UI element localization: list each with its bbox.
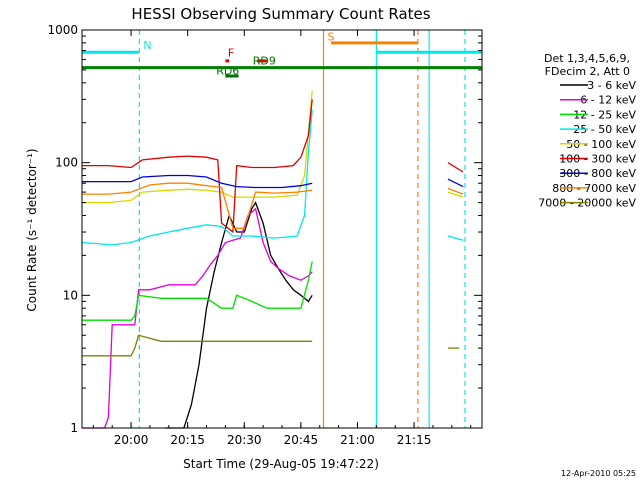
- legend-entry-5: 100 - 300 keV: [559, 153, 636, 166]
- y-tick-label-1: 10: [63, 288, 78, 302]
- x-tick-label-3: 20:45: [284, 433, 319, 447]
- legend-entry-2: 12 - 25 keV: [573, 108, 636, 121]
- axis-ticks: 20:00 20:15 20:30 20:45 21:00 21:15 1 10 100 1000: [47, 23, 482, 447]
- legend-entry-7: 800 - 7000 keV: [552, 182, 636, 195]
- x-axis-label: Start Time (29-Aug-05 19:47:22): [183, 457, 379, 471]
- series-line-7-1: [447, 187, 464, 195]
- legend-entry-3: 25 - 50 keV: [573, 123, 636, 136]
- x-tick-label-0: 20:00: [114, 433, 149, 447]
- legend-entry-1: 6 - 12 keV: [580, 94, 636, 107]
- legend: Det 1,3,4,5,6,9,FDecim 2, Att 03 - 6 keV…: [538, 52, 636, 210]
- y-tick-label-2: 100: [55, 156, 78, 170]
- series-line-6-0: [82, 174, 313, 189]
- series-line-0-0: [165, 201, 313, 429]
- series-line-3-0: [81, 109, 313, 246]
- annotation-label-1: F: [228, 46, 234, 59]
- y-tick-label-3: 1000: [47, 23, 78, 37]
- y-axis-label: Count Rate (s⁻¹ detector⁻¹): [25, 148, 39, 311]
- x-tick-label-5: 21:15: [397, 433, 432, 447]
- legend-entry-6: 300 - 800 keV: [559, 167, 636, 180]
- plot-frame: [81, 29, 483, 429]
- annotation-label-3: RD6: [216, 64, 239, 77]
- x-tick-label-4: 21:00: [340, 433, 375, 447]
- series-line-6-1: [447, 178, 464, 188]
- series-line-5-1: [447, 162, 464, 173]
- legend-header-1: FDecim 2, Att 0: [545, 65, 630, 78]
- series-line-4-0: [82, 90, 313, 204]
- x-tick-label-1: 20:15: [170, 433, 205, 447]
- legend-entry-4: 50 - 100 keV: [566, 138, 636, 151]
- legend-entry-0: 3 - 6 keV: [587, 79, 636, 92]
- annotation-label-0: N: [143, 39, 151, 52]
- x-tick-label-2: 20:30: [227, 433, 262, 447]
- legend-header-0: Det 1,3,4,5,6,9,: [544, 52, 630, 65]
- series-line-8-0: [82, 334, 313, 357]
- series-line-1-0: [82, 207, 313, 429]
- series-line-4-1: [447, 191, 464, 198]
- series-line-3-1: [447, 235, 464, 241]
- annotation-label-4: S: [328, 31, 335, 44]
- footer-timestamp: 12-Apr-2010 05:25: [561, 469, 636, 478]
- chart-title: HESSI Observing Summary Count Rates: [131, 5, 430, 23]
- series-line-7-0: [82, 182, 313, 229]
- annotation-label-2: RD9: [253, 55, 276, 68]
- series-line-2-0: [82, 261, 313, 321]
- y-tick-label-0: 1: [70, 421, 78, 435]
- series-line-5-0: [82, 99, 313, 234]
- plot-area: N F RD9 RD6 S: [81, 30, 482, 429]
